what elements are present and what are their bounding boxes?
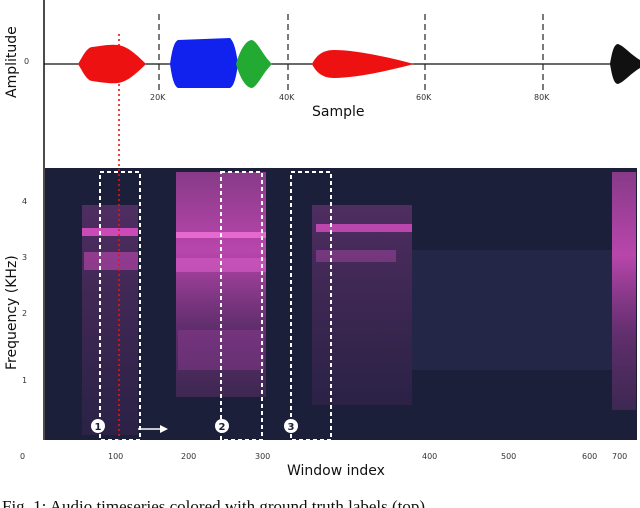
spectrogram-band-1b	[84, 252, 138, 270]
spectrogram-y-tick-2: 2	[22, 309, 27, 318]
waveform-x-tick-40k: 40K	[279, 93, 295, 102]
spectrogram-band-3a	[316, 224, 412, 232]
waveform-y-zero-tick: 0	[24, 57, 29, 66]
spectrogram-x-tick-400: 400	[422, 452, 437, 461]
spectrogram-panel: 1 2 3 4 3 2 1 0 100 200 300 400 500 600 …	[4, 168, 637, 479]
waveform-segment-red-2	[312, 50, 414, 78]
waveform-x-label: Sample	[312, 104, 365, 120]
spectrogram-x-label: Window index	[287, 463, 385, 479]
spectrogram-faint-region	[412, 250, 612, 370]
spectrogram-y-tick-1: 1	[22, 376, 27, 385]
spectrogram-x-tick-600: 600	[582, 452, 597, 461]
spectrogram-blob-4	[612, 172, 636, 410]
waveform-segment-green	[236, 40, 272, 88]
window-marker-2: 2	[215, 419, 229, 433]
sliding-arrow-icon	[138, 425, 168, 433]
spectrogram-blob-1	[82, 205, 138, 435]
spectrogram-y-label: Frequency (KHz)	[4, 255, 20, 370]
window-marker-1: 1	[91, 419, 105, 433]
svg-text:2: 2	[219, 422, 226, 433]
svg-text:3: 3	[288, 422, 295, 433]
window-marker-3: 3	[284, 419, 298, 433]
waveform-x-tick-60k: 60K	[416, 93, 432, 102]
spectrogram-x-tick-0: 0	[20, 452, 25, 461]
svg-text:1: 1	[95, 422, 102, 433]
spectrogram-y-tick-3: 3	[22, 253, 27, 262]
spectrogram-blob-3	[312, 205, 412, 405]
spectrogram-x-tick-700: 700	[612, 452, 627, 461]
spectrogram-x-tick-200: 200	[181, 452, 196, 461]
figure-caption: Fig. 1: Audio timeseries colored with gr…	[2, 497, 425, 508]
spectrogram-band-1a	[82, 228, 138, 236]
waveform-panel: 0 20K 40K 60K 80K Sample Amplitude	[4, 0, 640, 168]
spectrogram-band-2c	[178, 330, 264, 370]
waveform-y-label: Amplitude	[4, 26, 20, 98]
waveform-x-tick-20k: 20K	[150, 93, 166, 102]
waveform-x-tick-80k: 80K	[534, 93, 550, 102]
waveform-segment-blue	[170, 38, 238, 88]
waveform-segment-black	[610, 44, 640, 84]
spectrogram-x-tick-100: 100	[108, 452, 123, 461]
spectrogram-x-tick-500: 500	[501, 452, 516, 461]
window-box-2	[220, 171, 263, 441]
spectrogram-y-tick-4: 4	[22, 197, 27, 206]
spectrogram-band-3b	[316, 250, 396, 262]
waveform-segment-red-1	[78, 44, 146, 84]
spectrogram-x-tick-300: 300	[255, 452, 270, 461]
